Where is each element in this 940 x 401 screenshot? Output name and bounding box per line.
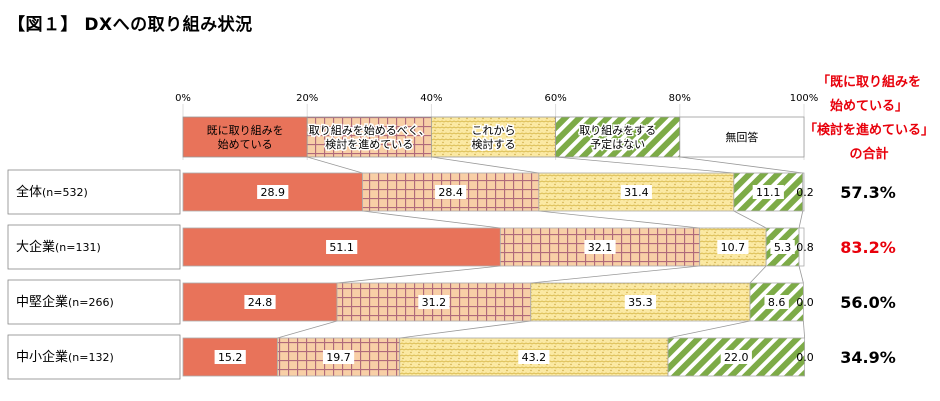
bar-segment xyxy=(538,172,735,212)
chart-title: 【図１】 DXへの取り組み状況 xyxy=(8,15,253,35)
connector-line xyxy=(555,156,734,174)
legend-label: 検討を進めている xyxy=(325,137,413,151)
total-value: 34.9% xyxy=(840,348,896,367)
value-label: 24.8 xyxy=(248,296,273,309)
value-label: 31.4 xyxy=(624,186,649,199)
connector-line xyxy=(679,156,803,174)
legend-swatch xyxy=(430,116,556,158)
value-label: 15.2 xyxy=(218,351,243,364)
x-tick-label: 40% xyxy=(420,93,442,104)
category-label: 大企業(n=131) xyxy=(16,239,101,255)
value-label-bg xyxy=(584,240,616,254)
value-label-bg xyxy=(720,350,752,364)
category-label: 中小企業(n=132) xyxy=(16,349,114,365)
legend-swatch xyxy=(679,116,805,158)
value-label-bg xyxy=(435,185,467,199)
connector-line xyxy=(798,210,804,229)
category-cell xyxy=(7,169,181,215)
value-label-bg xyxy=(518,350,550,364)
connector-line xyxy=(307,156,363,174)
value-label-bg xyxy=(752,185,784,199)
value-label: 10.7 xyxy=(721,241,746,254)
value-label-bg xyxy=(764,295,789,309)
totals-header: 「検討を進めている」 xyxy=(804,122,934,138)
value-label: 0.0 xyxy=(796,351,814,364)
legend-label: 無回答 xyxy=(725,130,758,144)
bar-segment xyxy=(798,227,805,267)
totals-header: 「既に取り組みを xyxy=(817,74,921,90)
category-label: 中堅企業(n=266) xyxy=(16,294,114,310)
value-label-bg xyxy=(257,185,289,199)
x-tick-label: 20% xyxy=(296,93,318,104)
value-label: 28.4 xyxy=(438,186,463,199)
value-label: 31.2 xyxy=(422,296,447,309)
legend-swatch xyxy=(306,116,432,158)
legend-swatch xyxy=(555,116,681,158)
value-label: 32.1 xyxy=(588,241,613,254)
category-cell xyxy=(7,279,181,325)
category-cell xyxy=(7,334,181,380)
value-label: 0.8 xyxy=(796,241,814,254)
connector-line xyxy=(530,265,700,284)
x-tick-label: 100% xyxy=(790,93,819,104)
value-label-bg xyxy=(620,185,652,199)
x-tick-label: 60% xyxy=(544,93,566,104)
value-label: 28.9 xyxy=(260,186,285,199)
connector-line xyxy=(336,265,501,284)
value-label: 19.7 xyxy=(326,351,351,364)
total-value: 57.3% xyxy=(840,183,896,202)
legend-label: 既に取り組みを xyxy=(207,124,284,137)
legend-label: 検討する xyxy=(472,137,516,151)
connector-line xyxy=(362,210,501,229)
value-label: 22.0 xyxy=(724,351,749,364)
value-label: 35.3 xyxy=(628,296,653,309)
legend-label: 予定はない xyxy=(590,137,645,151)
x-tick-label: 80% xyxy=(669,93,691,104)
value-label-bg xyxy=(770,240,795,254)
value-label: 51.1 xyxy=(329,241,354,254)
x-tick-label: 0% xyxy=(175,93,191,104)
connector-line xyxy=(733,210,767,229)
value-label: 11.1 xyxy=(756,186,781,199)
connector-line xyxy=(667,320,751,339)
connector-line xyxy=(802,320,806,339)
value-label-bg xyxy=(214,350,246,364)
connector-line xyxy=(749,265,767,284)
value-label-bg xyxy=(418,295,450,309)
value-label-bg xyxy=(322,350,355,364)
category-label: 全体(n=532) xyxy=(16,184,88,200)
total-value: 56.0% xyxy=(840,293,896,312)
bar-segment xyxy=(802,172,805,212)
connector-line xyxy=(431,156,539,174)
value-label: 5.3 xyxy=(774,241,792,254)
legend-label: これから xyxy=(472,124,516,137)
legend-label: 取り組みを始めるべく、 xyxy=(309,123,430,137)
category-cell xyxy=(7,224,181,270)
connector-line xyxy=(277,320,338,339)
value-label: 0.0 xyxy=(796,296,814,309)
value-label-bg xyxy=(326,240,358,254)
legend-label: 始めている xyxy=(218,137,273,151)
legend-label: 取り組みをする xyxy=(579,124,656,137)
value-label-bg xyxy=(624,295,656,309)
value-label: 8.6 xyxy=(768,296,786,309)
totals-header: 始めている」 xyxy=(830,98,908,114)
connector-line xyxy=(399,320,531,339)
connector-line xyxy=(798,265,804,284)
value-label: 0.2 xyxy=(796,186,814,199)
legend-swatch xyxy=(182,116,308,158)
total-value: 83.2% xyxy=(840,238,896,257)
value-label: 43.2 xyxy=(522,351,547,364)
connector-line xyxy=(538,210,700,229)
value-label-bg xyxy=(244,295,276,309)
totals-header: の合計 xyxy=(849,146,888,162)
value-label-bg xyxy=(717,240,749,254)
